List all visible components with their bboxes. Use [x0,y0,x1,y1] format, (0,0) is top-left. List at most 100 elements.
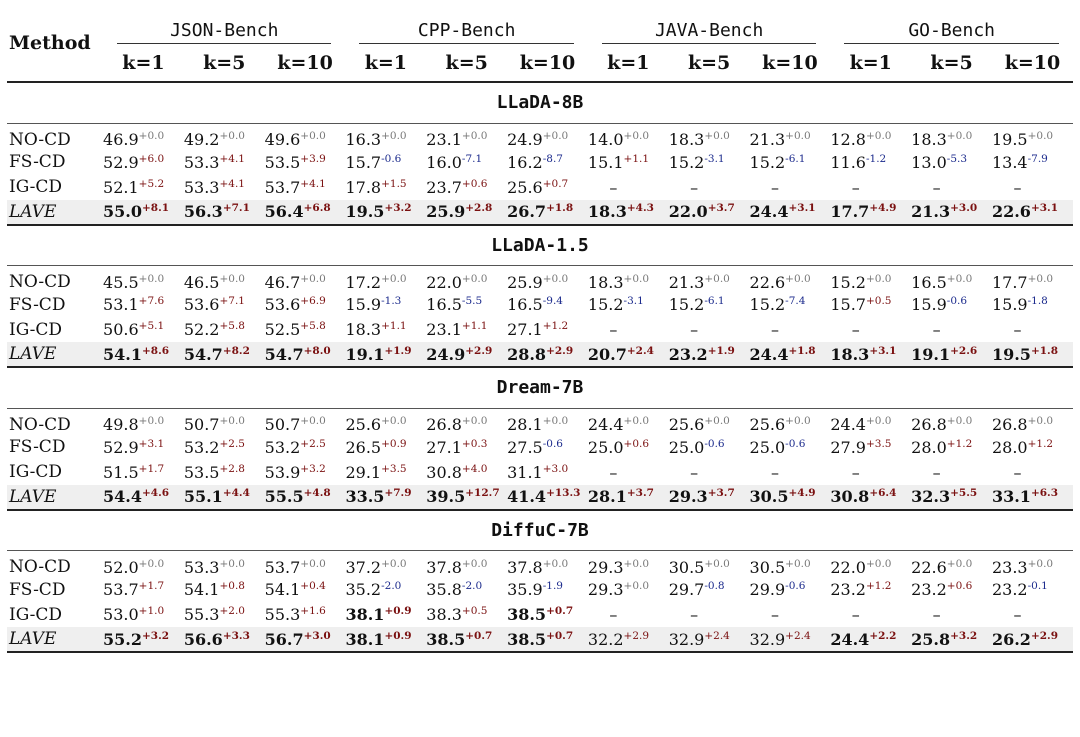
score-delta: +0.0 [542,415,569,427]
score-value: 15.2 [830,272,866,292]
score-cell: 52.0+0.0 [103,550,184,577]
method-name: FS-CD [9,579,66,600]
score-cell: 29.3+0.0 [588,577,669,602]
score-value: 27.5 [507,437,543,457]
score-delta: -7.4 [785,295,806,307]
score-cell: 29.7-0.8 [669,577,750,602]
model-name: LLaDA-1.5 [7,223,1073,266]
score-delta: +4.8 [303,487,331,499]
score-value: 23.7 [426,177,462,197]
score-value: 26.5 [345,437,382,457]
score-delta: +0.0 [1027,415,1054,427]
score-cell: 53.3+4.1 [184,150,265,175]
score-delta: +2.0 [219,605,245,617]
score-cell: 53.7+1.7 [103,577,184,602]
score-delta: +3.2 [142,629,170,642]
k-header: k=5 [445,51,488,74]
score-delta: +3.3 [222,629,250,642]
score-delta: +6.9 [300,295,326,307]
score-delta: +0.0 [704,130,730,142]
score-value: 52.0 [103,557,139,577]
score-cell: 12.8+0.0 [830,122,912,150]
empty-cell: – [609,320,618,339]
empty-cell: – [770,462,779,482]
score-delta: -1.2 [865,152,887,165]
score-cell: 55.0+8.1 [103,199,184,225]
score-cell: 29.1+3.5 [345,460,426,485]
score-cell: 15.2+0.0 [830,265,912,292]
score-cell: 28.0+1.2 [911,435,992,460]
score-value: 29.9 [749,580,786,599]
score-value: 25.6 [507,177,543,197]
score-cell: 35.9-1.9 [507,577,588,602]
method-column-header: Method [9,31,91,54]
score-delta: +3.2 [300,462,326,475]
score-value: 24.4 [587,415,624,434]
score-cell: 38.1+0.9 [345,602,426,627]
score-delta: +1.7 [138,462,165,475]
score-value: 49.8 [103,415,139,434]
method-name: IG-CD [9,462,62,482]
score-value: 15.7 [830,295,866,314]
score-cell: 28.0+1.2 [992,435,1073,460]
score-value: 53.0 [103,605,139,624]
table-row: IG-CD 52.1+5.2 53.3+4.1 53.7+4.1 17.8+1.5 23.… [7,175,1073,200]
score-cell: 28.1+3.7 [587,484,669,510]
score-value: 29.3 [587,557,624,577]
score-cell: 46.7+0.0 [264,265,346,292]
score-delta: -1.9 [542,580,563,592]
model-section-row: Dream-7B [7,366,1073,408]
score-value: 22.6 [991,202,1031,221]
score-value: 23.2 [991,580,1028,599]
score-delta: +0.0 [946,415,973,427]
score-value: 53.7 [264,177,301,197]
score-value: 52.2 [183,320,220,339]
score-cell: 16.2-8.7 [507,150,588,175]
score-value: 53.5 [183,462,220,482]
score-delta: +0.0 [865,130,892,142]
score-delta: +1.1 [623,152,650,165]
score-cell: 54.7+8.0 [264,342,346,367]
score-delta: -0.6 [381,152,402,165]
score-cell: 16.3+0.0 [345,122,427,150]
score-cell: 25.0+0.6 [588,435,669,460]
k-header: k=5 [203,51,246,74]
score-cell: 53.7+4.1 [265,175,346,200]
method-name: IG-CD [9,319,62,340]
score-value: 53.2 [264,437,301,457]
score-delta: +2.9 [1030,629,1059,642]
score-cell: 54.1+0.8 [184,577,265,602]
score-value: 53.6 [183,295,220,314]
score-value: 22.0 [426,272,462,292]
score-delta: +1.2 [1027,437,1054,450]
score-value: 22.0 [830,557,866,577]
score-value: 19.5 [345,202,385,221]
score-value: 46.9 [103,130,139,149]
score-value: 38.1 [345,629,385,649]
score-cell: 32.3+5.5 [911,484,992,510]
score-value: 17.7 [830,202,870,221]
score-cell: 25.6+0.0 [668,407,750,435]
score-cell: 24.4+0.0 [587,407,669,435]
score-value: 54.7 [264,344,304,364]
score-delta: +0.0 [381,415,407,427]
score-delta: +0.8 [219,580,245,592]
score-cell: 50.7+0.0 [264,407,346,435]
score-delta: +3.2 [950,629,978,642]
score-value: 53.5 [264,152,301,172]
empty-cell: – [851,177,860,197]
score-delta: +0.0 [865,272,892,285]
score-value: 24.4 [830,629,870,649]
score-value: 30.8 [426,462,462,482]
score-cell: 28.1+0.0 [507,407,588,435]
score-value: 15.2 [749,295,786,314]
score-value: 24.4 [749,202,789,221]
score-value: 35.8 [426,580,462,599]
score-value: 56.7 [264,629,304,649]
model-section-row: LLaDA-8B [7,81,1073,123]
score-delta: +0.0 [1027,272,1054,285]
score-cell: 52.9+6.0 [103,150,184,175]
score-delta: +0.0 [623,272,650,285]
score-value: 14.0 [587,130,624,149]
score-cell: 23.1+1.1 [426,317,507,342]
